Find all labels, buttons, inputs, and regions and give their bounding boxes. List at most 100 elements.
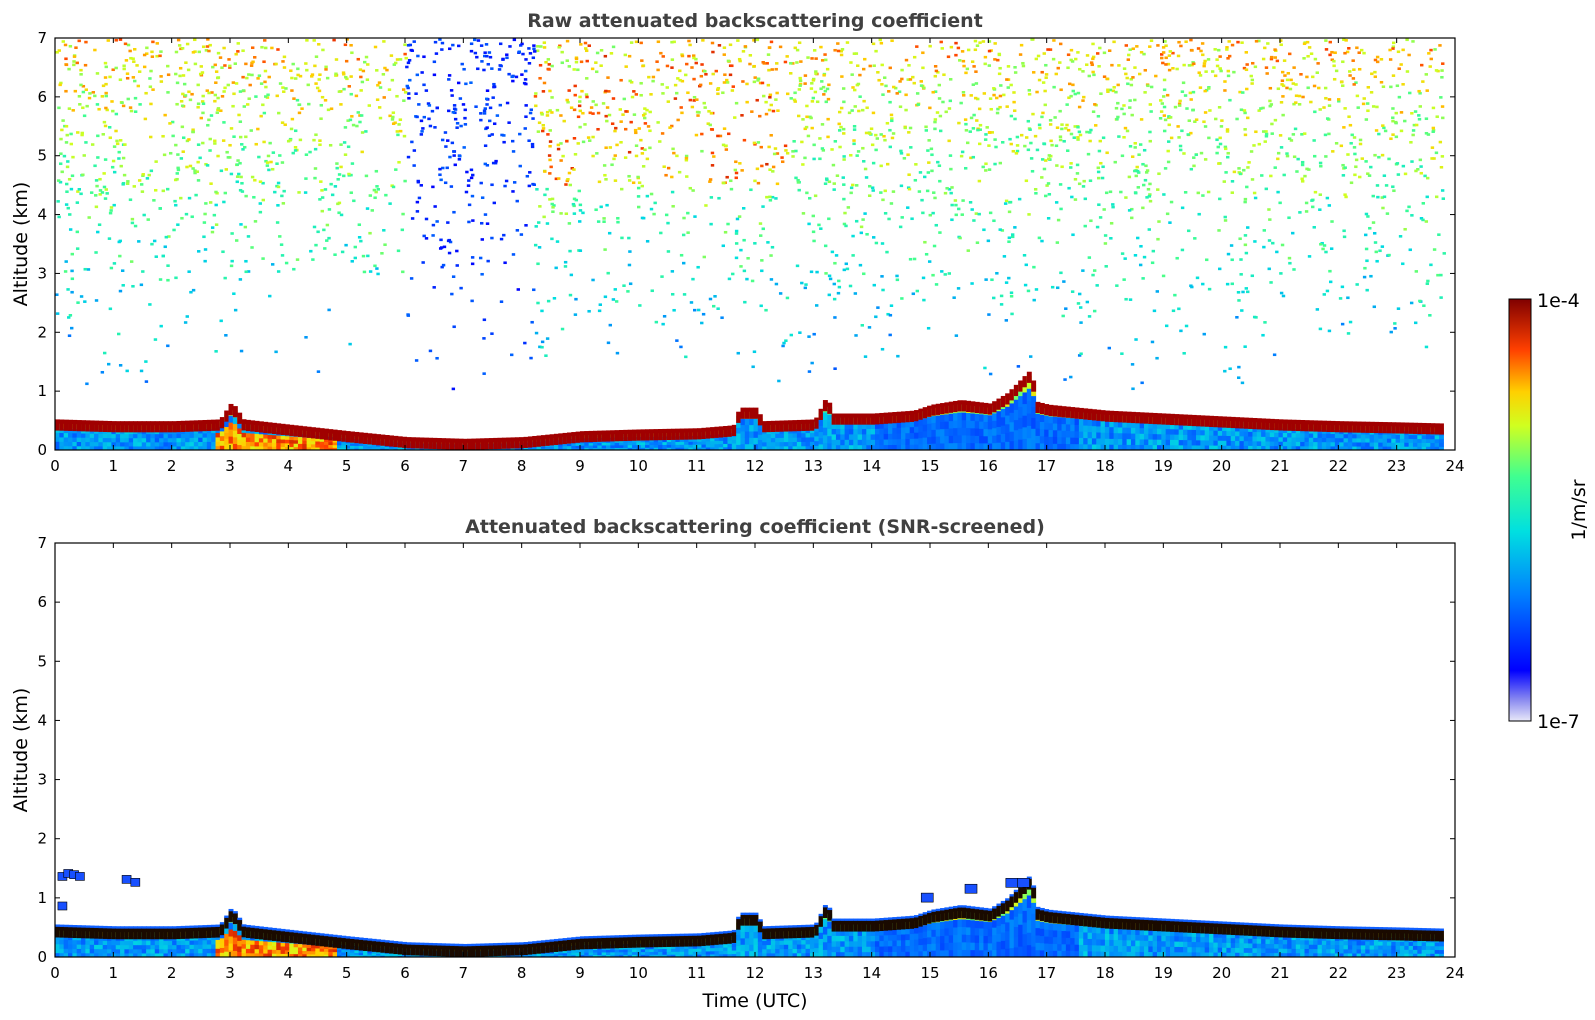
- raw-noise-speck: [1166, 160, 1171, 164]
- raw-surface-cell: [120, 433, 126, 439]
- raw-surface-cell: [1438, 435, 1444, 440]
- raw-noise-speck: [452, 150, 456, 153]
- raw-noise-speck: [1014, 151, 1019, 155]
- raw-surface-cell: [1326, 445, 1332, 450]
- raw-surface-cell: [1261, 440, 1267, 447]
- raw-boundary-layer-top: [141, 421, 147, 433]
- raw-noise-speck: [1388, 58, 1393, 61]
- raw-surface-cell: [796, 432, 802, 438]
- raw-noise-speck: [599, 48, 604, 52]
- raw-surface-cell: [927, 429, 932, 438]
- raw-boundary-layer-top: [1222, 416, 1228, 428]
- raw-noise-speck: [1287, 137, 1292, 140]
- raw-surface-cell: [1091, 419, 1097, 427]
- raw-noise-speck: [471, 219, 475, 222]
- raw-surface-cell: [1282, 445, 1288, 450]
- raw-noise-speck: [1146, 84, 1150, 88]
- raw-noise-speck: [1076, 138, 1080, 141]
- raw-noise-speck: [1218, 142, 1223, 146]
- raw-noise-speck: [1165, 93, 1170, 97]
- raw-surface-cell: [731, 439, 737, 444]
- raw-surface-cell: [341, 442, 347, 446]
- raw-noise-speck: [187, 90, 191, 94]
- raw-noise-speck: [1300, 133, 1304, 136]
- raw-surface-cell: [1039, 421, 1045, 430]
- raw-surface-cell: [866, 423, 872, 430]
- raw-boundary-layer-top: [801, 419, 807, 431]
- raw-noise-speck: [1046, 182, 1051, 185]
- raw-noise-speck: [564, 183, 568, 186]
- raw-surface-cell: [120, 445, 126, 450]
- raw-noise-speck: [998, 105, 1002, 109]
- raw-noise-speck: [1055, 241, 1060, 244]
- raw-noise-speck: [671, 147, 675, 151]
- raw-surface-cell: [649, 447, 655, 450]
- raw-surface-cell: [510, 448, 516, 450]
- raw-boundary-layer-top: [827, 402, 833, 414]
- raw-surface-cell: [857, 428, 863, 435]
- raw-noise-speck: [296, 67, 300, 71]
- raw-noise-speck: [103, 61, 108, 65]
- raw-boundary-layer-top: [458, 438, 464, 450]
- raw-boundary-layer-top: [193, 420, 199, 432]
- raw-noise-speck: [246, 235, 251, 238]
- raw-noise-speck: [1278, 201, 1282, 205]
- raw-noise-speck: [1012, 91, 1016, 94]
- raw-noise-speck: [1002, 255, 1007, 258]
- raw-surface-cell: [254, 441, 260, 447]
- raw-surface-cell: [1187, 424, 1193, 430]
- raw-noise-speck: [803, 82, 807, 85]
- raw-noise-speck: [198, 156, 202, 160]
- raw-surface-cell: [640, 441, 646, 446]
- raw-noise-speck: [1391, 107, 1395, 110]
- raw-noise-speck: [1360, 157, 1364, 160]
- raw-surface-cell: [176, 441, 182, 447]
- raw-surface-cell: [805, 441, 811, 447]
- raw-noise-speck: [228, 66, 232, 69]
- raw-surface-cell: [549, 444, 555, 447]
- raw-noise-speck: [545, 114, 550, 117]
- raw-noise-speck: [1362, 275, 1367, 279]
- raw-noise-speck: [245, 76, 249, 80]
- raw-noise-speck: [1353, 173, 1357, 177]
- raw-noise-speck: [1263, 46, 1267, 50]
- raw-surface-cell: [1274, 432, 1280, 438]
- raw-noise-speck: [992, 219, 996, 223]
- raw-noise-speck: [281, 60, 285, 63]
- raw-surface-cell: [1113, 432, 1119, 439]
- raw-surface-cell: [111, 437, 117, 443]
- raw-boundary-layer-top: [1382, 422, 1388, 434]
- raw-noise-speck: [841, 127, 846, 131]
- raw-noise-speck: [984, 162, 988, 166]
- raw-noise-speck: [207, 118, 211, 122]
- raw-noise-speck: [737, 57, 742, 61]
- raw-noise-speck: [1279, 291, 1284, 295]
- raw-noise-speck: [914, 163, 918, 166]
- raw-noise-speck: [100, 370, 105, 374]
- raw-noise-speck: [603, 248, 607, 251]
- raw-surface-cell: [1044, 422, 1050, 430]
- raw-noise-speck: [872, 64, 876, 68]
- raw-noise-speck: [98, 193, 102, 196]
- raw-noise-speck: [406, 86, 410, 90]
- raw-noise-speck: [125, 76, 130, 80]
- raw-noise-speck: [1028, 128, 1032, 131]
- raw-noise-speck: [1391, 47, 1395, 50]
- raw-noise-speck: [1143, 178, 1148, 182]
- raw-noise-speck: [70, 269, 74, 273]
- raw-surface-cell: [63, 432, 69, 438]
- raw-surface-cell: [1404, 446, 1410, 450]
- raw-noise-speck: [243, 225, 248, 229]
- raw-noise-speck: [852, 142, 856, 146]
- raw-noise-speck: [1134, 338, 1138, 341]
- raw-surface-cell: [176, 433, 182, 439]
- raw-surface-cell: [940, 435, 946, 444]
- raw-noise-speck: [376, 272, 380, 276]
- raw-noise-speck: [606, 341, 611, 345]
- raw-noise-speck: [497, 68, 502, 71]
- raw-noise-speck: [1133, 191, 1138, 194]
- raw-surface-cell: [1130, 438, 1136, 445]
- raw-noise-speck: [1393, 327, 1397, 330]
- raw-noise-speck: [422, 83, 426, 87]
- raw-surface-cell: [1408, 446, 1414, 450]
